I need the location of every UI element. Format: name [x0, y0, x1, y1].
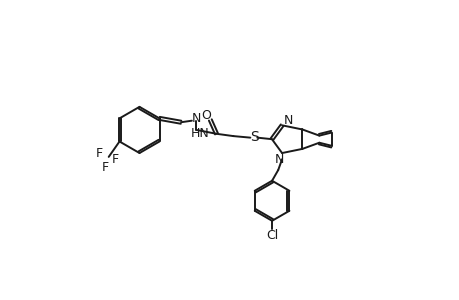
Text: N: N — [283, 114, 292, 127]
Text: Cl: Cl — [265, 229, 278, 242]
Text: N: N — [274, 153, 283, 166]
Text: S: S — [249, 130, 258, 144]
Text: O: O — [200, 109, 210, 122]
Text: N: N — [191, 112, 201, 125]
Text: F: F — [101, 161, 108, 174]
Text: F: F — [96, 147, 103, 160]
Text: F: F — [111, 154, 118, 166]
Text: HN: HN — [190, 127, 208, 140]
